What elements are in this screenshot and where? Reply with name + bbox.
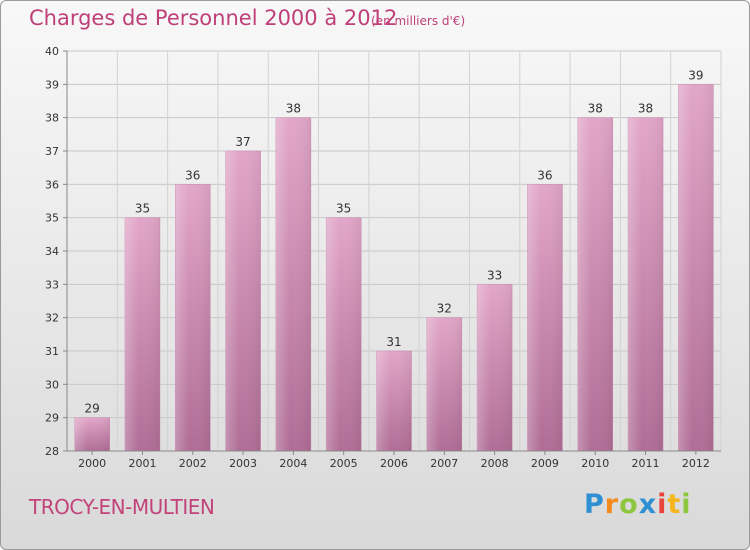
x-tick-label: 2010 — [581, 457, 609, 470]
logo-letter: i — [681, 489, 692, 520]
y-tick-label: 29 — [45, 412, 59, 425]
bar-value-label: 35 — [135, 202, 150, 216]
y-tick-label: 35 — [45, 212, 59, 225]
y-tick-label: 39 — [45, 78, 59, 91]
bar-shading — [376, 351, 412, 451]
bar-value-label: 29 — [85, 402, 100, 416]
bar-shading — [124, 217, 160, 451]
x-tick-label: 2008 — [481, 457, 509, 470]
bar-value-label: 33 — [487, 268, 502, 282]
y-tick-label: 32 — [45, 312, 59, 325]
bar-value-label: 35 — [336, 202, 351, 216]
x-tick-label: 2009 — [531, 457, 559, 470]
logo-letter: t — [667, 489, 682, 520]
bar-shading — [678, 84, 714, 451]
proxiti-logo: Proxiti — [584, 489, 692, 520]
commune-name: TROCY-EN-MULTIEN — [29, 495, 215, 519]
bar-value-label: 38 — [286, 102, 301, 116]
chart-title: Charges de Personnel 2000 à 2012 — [29, 6, 398, 30]
y-tick-label: 38 — [45, 112, 59, 125]
bar-shading — [74, 417, 110, 451]
bar-shading — [225, 151, 261, 451]
bar-value-label: 36 — [185, 168, 200, 182]
bar-value-label: 39 — [688, 68, 703, 82]
x-tick-label: 2003 — [229, 457, 257, 470]
x-tick-label: 2002 — [179, 457, 207, 470]
x-tick-label: 2006 — [380, 457, 408, 470]
bar-value-label: 31 — [386, 335, 401, 349]
chart-subtitle: (en milliers d'€) — [371, 14, 466, 28]
x-tick-label: 2004 — [279, 457, 307, 470]
bar-shading — [527, 184, 563, 452]
logo-letter: x — [638, 489, 658, 520]
x-tick-label: 2005 — [330, 457, 358, 470]
y-tick-label: 28 — [45, 445, 59, 458]
logo-letter: P — [584, 489, 605, 520]
x-tick-label: 2012 — [682, 457, 710, 470]
bar-shading — [326, 217, 362, 451]
x-tick-label: 2000 — [78, 457, 106, 470]
x-tick-label: 2007 — [430, 457, 458, 470]
x-tick-label: 2011 — [632, 457, 660, 470]
y-tick-label: 31 — [45, 345, 59, 358]
bar-value-label: 36 — [537, 168, 552, 182]
bar-value-label: 38 — [588, 102, 603, 116]
bar-shading — [275, 117, 311, 452]
bar-shading — [477, 284, 513, 451]
bar-shading — [628, 117, 664, 452]
y-tick-label: 37 — [45, 145, 59, 158]
bar-value-label: 32 — [437, 302, 452, 316]
y-tick-label: 33 — [45, 278, 59, 291]
logo-letter: i — [657, 489, 668, 520]
logo-letter: o — [619, 489, 639, 520]
y-tick-label: 30 — [45, 378, 59, 391]
bar-shading — [426, 317, 462, 451]
bar-value-label: 38 — [638, 102, 653, 116]
y-tick-label: 34 — [45, 245, 59, 258]
bar-value-label: 37 — [235, 135, 250, 149]
bar-shading — [577, 117, 613, 452]
y-tick-label: 40 — [45, 45, 59, 58]
bar-shading — [175, 184, 211, 452]
x-tick-label: 2001 — [128, 457, 156, 470]
logo-letter: r — [604, 489, 620, 520]
y-tick-label: 36 — [45, 178, 59, 191]
